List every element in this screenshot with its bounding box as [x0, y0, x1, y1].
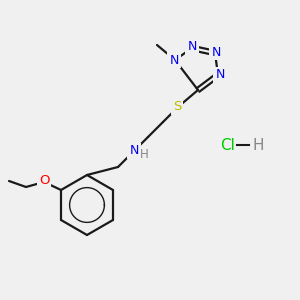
- Text: N: N: [129, 145, 139, 158]
- Text: S: S: [173, 100, 181, 113]
- Text: N: N: [187, 40, 197, 53]
- Text: Cl: Cl: [220, 137, 236, 152]
- Text: H: H: [252, 137, 264, 152]
- Text: H: H: [140, 148, 148, 161]
- Text: N: N: [169, 53, 179, 67]
- Text: N: N: [211, 46, 221, 59]
- Text: N: N: [215, 68, 225, 82]
- Text: O: O: [39, 175, 49, 188]
